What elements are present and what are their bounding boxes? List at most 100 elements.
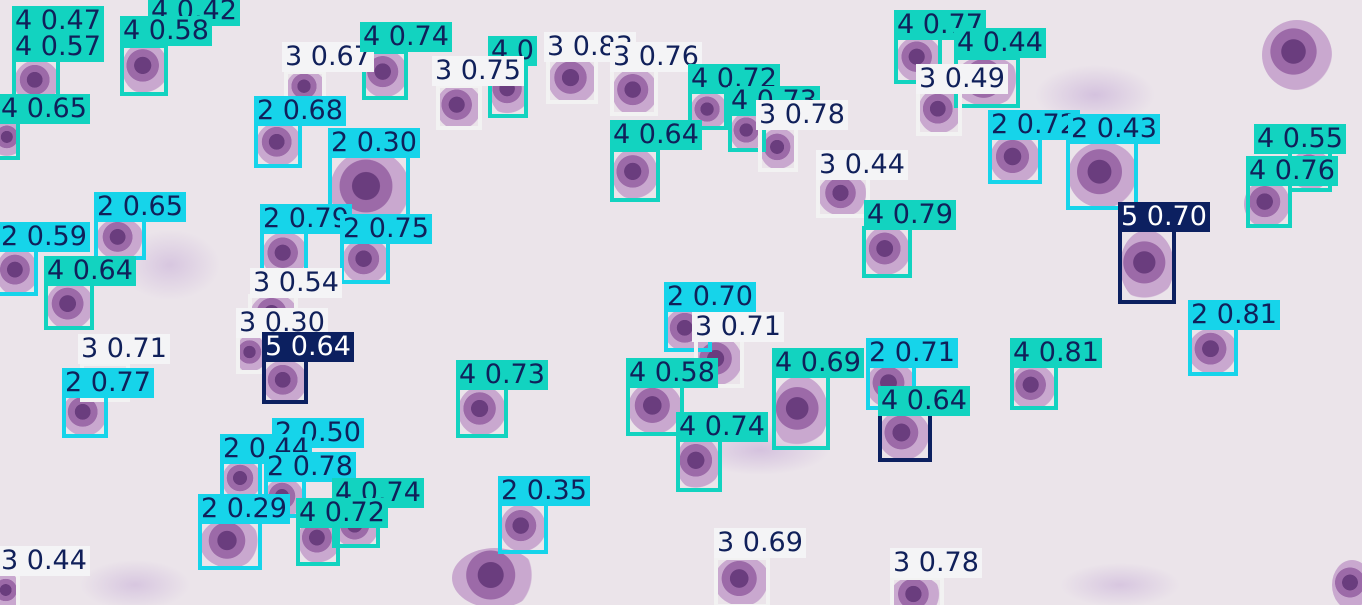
cell [990, 134, 1040, 184]
detection-label: 4 0.81 [1010, 338, 1102, 368]
detection-box [676, 436, 722, 492]
detection-box [340, 238, 390, 284]
detection-box [610, 148, 660, 202]
cell [0, 118, 20, 160]
detection-label: 4 0.58 [626, 358, 718, 388]
cell [500, 504, 546, 552]
cell [714, 556, 770, 605]
detection-label: 2 0.81 [1188, 300, 1280, 330]
detection-box [862, 226, 912, 278]
detection-label: 3 0.69 [714, 528, 806, 558]
detection-box [714, 556, 770, 605]
detection-label: 3 0.44 [816, 150, 908, 180]
cell [452, 548, 538, 605]
detection-box [1118, 228, 1176, 304]
detection-box [546, 56, 598, 104]
detection-box [0, 118, 20, 160]
cell [1068, 142, 1138, 208]
detection-box [816, 174, 870, 218]
cell [122, 42, 168, 94]
cell [342, 238, 390, 284]
detection-label: 4 0.44 [954, 28, 1046, 58]
detection-label: 4 0.47 [12, 6, 104, 36]
detection-label: 3 0.78 [890, 548, 982, 578]
detection-label: 3 0.44 [0, 546, 90, 576]
detection-box [988, 134, 1042, 184]
detection-label: 2 0.79 [260, 204, 352, 234]
detection-label: 2 0.65 [94, 192, 186, 222]
cell [1188, 328, 1238, 374]
detection-box [198, 518, 262, 570]
cell [256, 122, 302, 166]
detection-label: 4 0.58 [120, 16, 212, 46]
cell [760, 128, 798, 170]
detection-label: 2 0.35 [498, 476, 590, 506]
detection-label: 4 0.72 [296, 498, 388, 528]
detection-label: 2 0.75 [340, 214, 432, 244]
detection-label: 3 0.54 [250, 268, 342, 298]
detection-label: 4 0.64 [610, 120, 702, 150]
detection-label: 3 0.78 [756, 100, 848, 130]
detection-label: 2 0.43 [1068, 114, 1160, 144]
cell [878, 410, 930, 460]
cell [46, 282, 94, 330]
cell [818, 174, 868, 216]
detection-label: 4 0.65 [0, 94, 90, 124]
detection-box [262, 358, 308, 404]
cell [0, 572, 20, 605]
detection-label: 2 0.59 [0, 222, 90, 252]
cell [1262, 20, 1332, 90]
detection-box [758, 126, 798, 172]
detection-box [1010, 362, 1058, 410]
detection-label: 4 0.76 [1246, 156, 1338, 186]
detection-box [362, 50, 408, 100]
detection-label: 3 0.49 [916, 64, 1008, 94]
cell [236, 334, 266, 374]
detection-label: 4 0.64 [44, 256, 136, 286]
cell [1010, 364, 1056, 410]
detection-label: 2 0.29 [198, 494, 290, 524]
cell [96, 218, 144, 260]
detection-box [254, 122, 302, 168]
detection-box [890, 576, 944, 605]
detection-box [120, 44, 168, 96]
cell [200, 518, 260, 568]
detection-label: 2 0.70 [664, 282, 756, 312]
detection-box [456, 384, 508, 438]
detection-label: 5 0.64 [262, 332, 354, 362]
cell [612, 68, 658, 116]
detection-box [436, 84, 482, 130]
detection-label: 3 0.71 [692, 312, 784, 342]
detection-label: 3 0.67 [282, 42, 374, 72]
detection-label: 5 0.70 [1118, 202, 1210, 232]
detection-box [1066, 140, 1138, 210]
detection-label: 2 0.77 [62, 368, 154, 398]
detection-label: 4 0.55 [1254, 124, 1346, 154]
detection-box [878, 408, 932, 462]
cell [222, 460, 262, 500]
detection-label: 2 0.78 [264, 452, 356, 482]
cell [772, 376, 828, 448]
cell [458, 386, 506, 436]
detection-label: 4 0.69 [772, 348, 864, 378]
detection-label: 4 0.64 [878, 386, 970, 416]
detection-box [0, 248, 38, 296]
detection-label: 2 0.72 [988, 110, 1080, 140]
detection-box [0, 572, 20, 605]
detection-label: 3 0.75 [432, 56, 524, 86]
detection-box [62, 392, 108, 438]
detection-label: 3 0.76 [610, 42, 702, 72]
cell [436, 84, 482, 130]
detection-box [1188, 326, 1238, 376]
detection-box [94, 218, 146, 260]
detection-label: 4 0.73 [456, 360, 548, 390]
cell [548, 56, 598, 104]
cell [0, 248, 38, 296]
cell [864, 226, 910, 276]
detection-label: 4 0.74 [676, 412, 768, 442]
detection-label: 4 0.79 [864, 200, 956, 230]
detection-label: 2 0.71 [866, 338, 958, 368]
cell [262, 360, 308, 404]
cell [676, 436, 720, 490]
